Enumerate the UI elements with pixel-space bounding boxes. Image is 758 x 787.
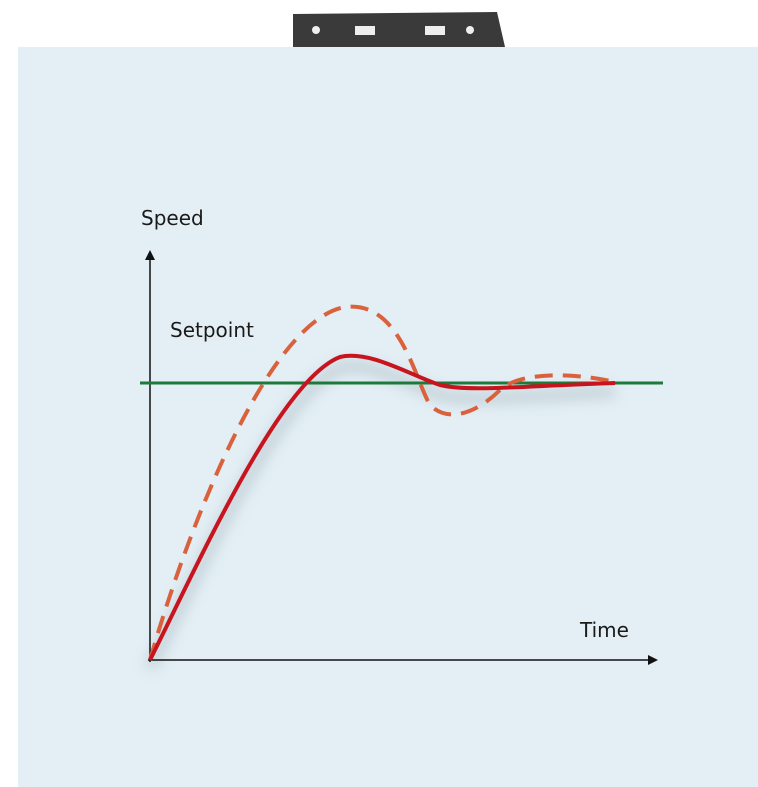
page: {"y_axis_label": "Speed", "x_axis_label"…	[0, 0, 758, 787]
setpoint-label: Setpoint	[170, 318, 254, 342]
y-axis-label: Speed	[141, 206, 204, 230]
panel	[18, 47, 758, 787]
mount-bracket	[293, 12, 505, 47]
x-axis-label: Time	[579, 618, 629, 642]
diagram: Speed Time Setpoint	[0, 0, 758, 787]
